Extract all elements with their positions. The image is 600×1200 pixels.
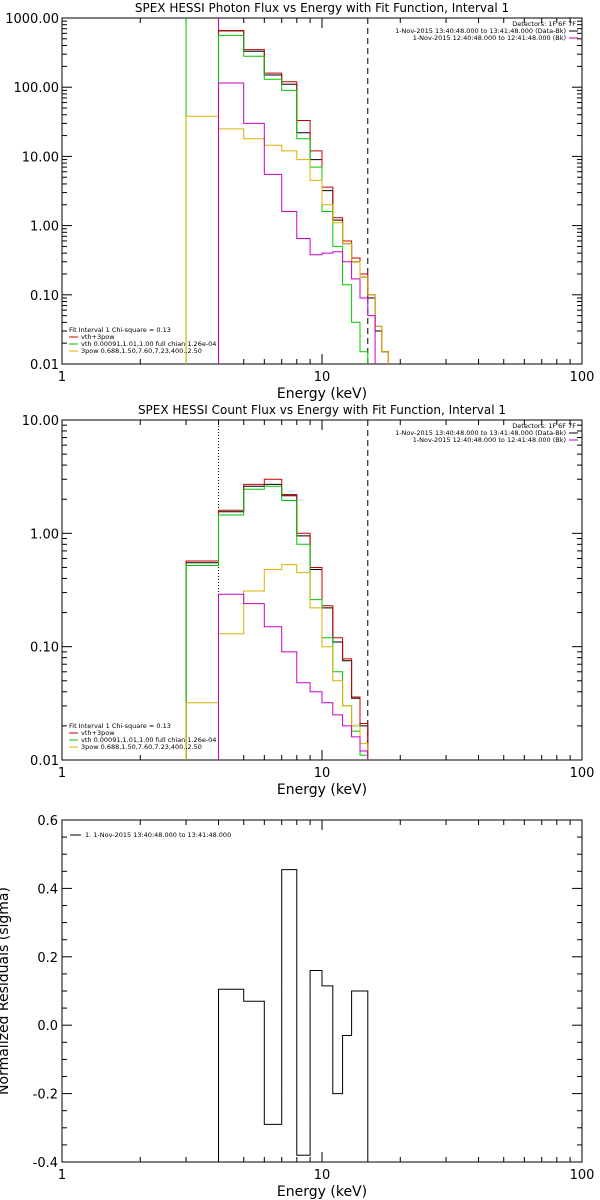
series-3 [185, 115, 389, 364]
series-3 [185, 564, 369, 760]
x-tick-label: 10 [314, 1168, 331, 1183]
x-axis: 1 10 100 Energy (keV) [58, 18, 595, 402]
y-tick-label: 1.00 [30, 527, 59, 542]
legend-entry: vth+3pow [81, 729, 115, 737]
legend-entry: 3pow 0.688,1.50,7.60,7.23,400.,2.50 [81, 743, 202, 751]
x-tick-label: 1 [58, 766, 66, 781]
x-tick-label: 100 [570, 370, 595, 385]
y-tick-label: -0.4 [33, 1156, 58, 1171]
series-0 [218, 30, 389, 364]
x-tick-label: 100 [570, 1168, 595, 1183]
legend-entry: 1-Nov-2015 13:40:48.000 to 13:41:48.000 … [395, 27, 566, 35]
y-tick-label: 0.01 [30, 754, 59, 769]
y-tick-label: 0.6 [37, 814, 58, 829]
series-4 [218, 593, 369, 760]
series-1 [185, 478, 369, 760]
plot-frame [61, 819, 583, 1163]
series-0 [218, 869, 369, 1162]
x-axis-label: Energy (keV) [277, 782, 367, 798]
series-line [218, 82, 376, 364]
y-axis: -0.4 -0.2 0.0 0.2 0.4 0.6 Normalized Residuals… [0, 814, 582, 1171]
legend-entry: vth 0.00091,1.01,1.00 full chian 1.26e-0… [81, 736, 216, 744]
y-tick-label: 0.10 [30, 289, 59, 304]
x-tick-label: 100 [570, 766, 595, 781]
photon-flux-panel: SPEX HESSI Photon Flux vs Energy with Fi… [5, 1, 594, 402]
series-line [185, 485, 369, 760]
legend-entry: 1-Nov-2015 12:40:48.000 to 12:41:48.000 … [413, 436, 566, 444]
series-line [218, 30, 389, 364]
y-tick-label: 1.00 [30, 220, 59, 235]
series-line [185, 483, 369, 760]
chart-title: SPEX HESSI Photon Flux vs Energy with Fi… [135, 1, 509, 15]
y-axis: 0.01 0.10 1.00 10.00 100.00 1000.00 [5, 12, 582, 373]
x-tick-label: 10 [314, 370, 331, 385]
legend-fit-info: Fit Interval 1 Chi-square = 0.13vth+3pow… [69, 722, 216, 751]
y-tick-label: 1000.00 [5, 12, 59, 27]
series-line [218, 869, 369, 1162]
legend-entry: vth 0.00091,1.01,1.00 full chian 1.26e-0… [81, 340, 216, 348]
y-tick-label: 0.10 [30, 641, 59, 656]
legend-fit-info: Fit Interval 1 Chi-square = 0.13vth+3pow… [69, 326, 216, 355]
legend-entry: Fit Interval 1 Chi-square = 0.13 [69, 326, 171, 334]
series-line [185, 115, 389, 364]
legend-entry: vth+3pow [81, 333, 115, 341]
x-tick-label: 1 [58, 370, 66, 385]
y-axis: 0.01 0.10 1.00 10.00 [22, 414, 582, 769]
x-axis-label: Energy (keV) [277, 386, 367, 402]
series-0 [185, 483, 369, 760]
y-tick-label: 0.4 [37, 882, 58, 897]
x-tick-label: 10 [314, 766, 331, 781]
y-tick-label: 0.0 [37, 1019, 58, 1034]
y-tick-label: 100.00 [14, 81, 60, 96]
legend-entry: Detectors: 1F 6F 7F [512, 20, 576, 28]
legend-entry: 3pow 0.688,1.50,7.60,7.23,400.,2.50 [81, 347, 202, 355]
legend-entry: 1. 1-Nov-2015 13:40:48.000 to 13:41:48.0… [85, 831, 231, 839]
x-axis: 1 10 100 Energy (keV) [58, 420, 595, 798]
series-2 [185, 485, 369, 760]
series-line [218, 30, 389, 364]
plot-area [185, 18, 389, 364]
y-tick-label: 10.00 [22, 150, 59, 165]
count-flux-panel: SPEX HESSI Count Flux vs Energy with Fit… [22, 403, 595, 798]
legend-top-right: Detectors: 1F 6F 7F1-Nov-2015 13:40:48.0… [395, 20, 578, 42]
series-2 [218, 34, 369, 364]
y-tick-label: 0.2 [37, 951, 58, 966]
plot-area [185, 420, 369, 760]
legend-top-right: 1. 1-Nov-2015 13:40:48.000 to 13:41:48.0… [70, 831, 231, 839]
series-line [185, 564, 369, 760]
x-axis-label: Energy (keV) [277, 1184, 367, 1200]
series-line [218, 34, 369, 364]
residuals-panel: 1 10 100 Energy (keV) -0.4 -0.2 0.0 0.2 0.4 0.6 No… [0, 814, 594, 1200]
x-axis: 1 10 100 Energy (keV) [58, 820, 595, 1200]
y-tick-label: 0.01 [30, 358, 59, 373]
plot-area [218, 869, 369, 1162]
series-line [185, 478, 369, 760]
series-1 [218, 30, 389, 364]
y-tick-label: -0.2 [33, 1088, 58, 1103]
legend-entry: Fit Interval 1 Chi-square = 0.13 [69, 722, 171, 730]
y-tick-label: 10.00 [22, 414, 59, 429]
legend-entry: Detectors: 1F 6F 7F [512, 422, 576, 430]
legend-top-right: Detectors: 1F 6F 7F1-Nov-2015 13:40:48.0… [395, 422, 578, 444]
legend-entry: 1-Nov-2015 12:40:48.000 to 12:41:48.000 … [413, 34, 566, 42]
series-line [218, 593, 369, 760]
y-axis-label: Normalized Residuals (sigma) [0, 887, 12, 1095]
x-tick-label: 1 [58, 1168, 66, 1183]
series-4 [218, 82, 376, 364]
legend-entry: 1-Nov-2015 13:40:48.000 to 13:41:48.000 … [395, 429, 566, 437]
chart-title: SPEX HESSI Count Flux vs Energy with Fit… [138, 403, 506, 417]
